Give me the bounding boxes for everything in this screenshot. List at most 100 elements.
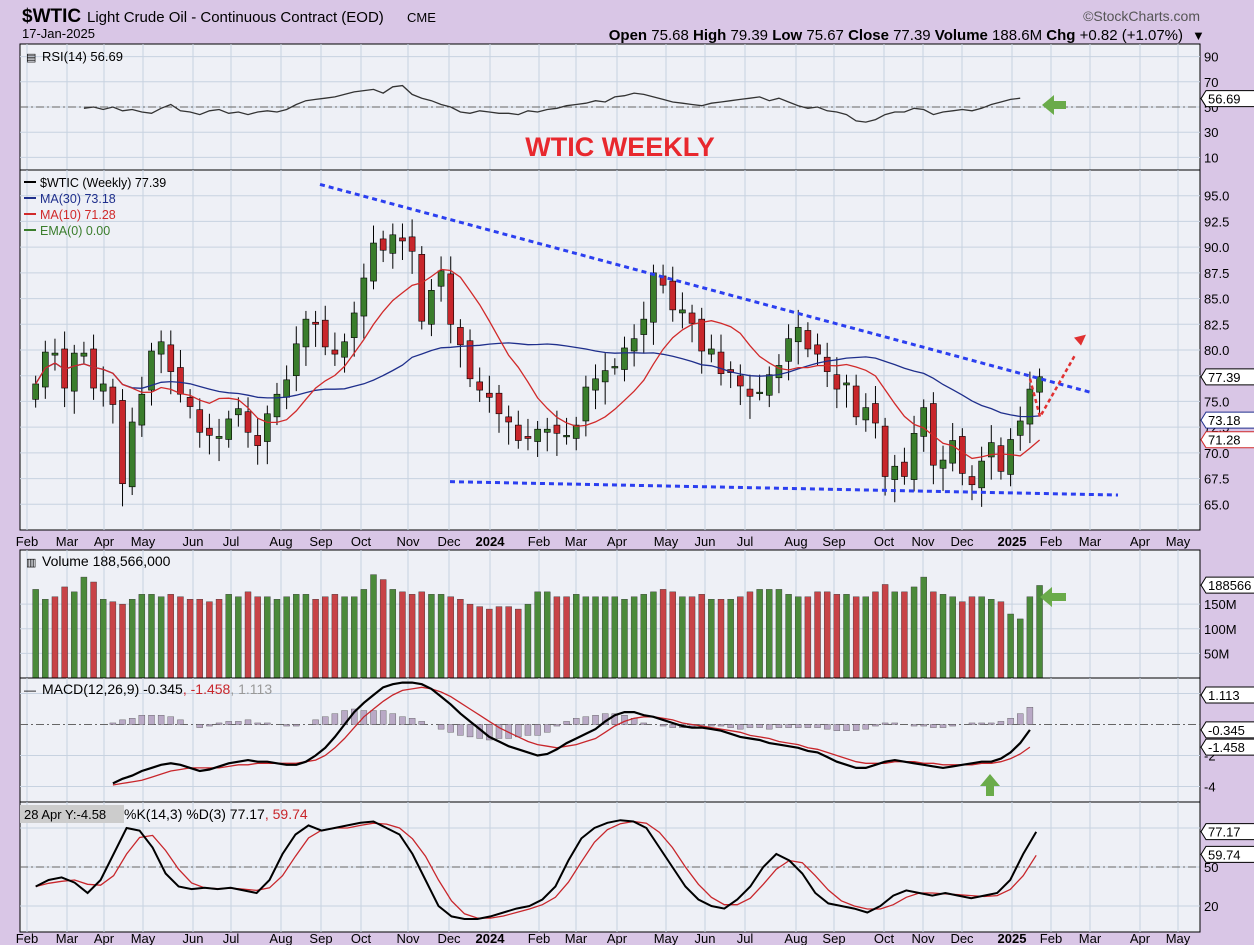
- candle-body: [843, 382, 850, 386]
- volume-bar: [196, 599, 203, 679]
- macd-histogram-bar: [563, 721, 570, 725]
- macd-histogram-bar: [524, 724, 532, 736]
- candle-body: [157, 341, 165, 355]
- volume-bar: [109, 601, 117, 679]
- volume-icon: ▥: [26, 557, 36, 569]
- x-tick-label: Aug: [269, 931, 292, 945]
- macd-histogram-bar: [640, 722, 647, 725]
- macd-histogram-bar: [418, 721, 425, 725]
- cursor-tooltip-box: [20, 805, 124, 823]
- candle-body: [765, 374, 773, 396]
- macd-histogram-bar: [997, 721, 1005, 725]
- x-tick-label: Aug: [784, 534, 807, 549]
- volume-bar: [582, 596, 590, 679]
- x-tick-label: Nov: [911, 931, 935, 945]
- volume-bar: [244, 591, 252, 679]
- candle-body: [196, 409, 204, 433]
- candle-body: [273, 393, 281, 418]
- volume-bar: [90, 581, 97, 679]
- macd-icon: —: [24, 683, 36, 697]
- rsi-title: RSI(14) 56.69: [42, 49, 123, 64]
- quote-value-high: 79.39: [730, 27, 768, 44]
- candle-body: [930, 403, 937, 466]
- volume-bar: [177, 596, 184, 679]
- candle-body: [90, 348, 97, 389]
- volume-bar: [42, 599, 49, 679]
- macd-histogram-bar: [1007, 718, 1014, 725]
- volume-bar: [350, 596, 358, 679]
- x-tick-label: Nov: [911, 534, 935, 549]
- quote-label-volume: Volume: [931, 27, 992, 44]
- candle-body: [997, 445, 1005, 472]
- x-tick-label: 2025: [998, 534, 1027, 549]
- candle-body: [42, 351, 49, 388]
- macd-histogram-bar: [457, 724, 464, 736]
- candle-body: [99, 383, 107, 392]
- quote-value-low: 75.67: [806, 27, 844, 44]
- volume-bar: [505, 606, 512, 679]
- candle-body: [408, 236, 416, 252]
- volume-bar: [804, 596, 812, 679]
- macd-histogram-bar: [978, 722, 985, 725]
- volume-bar: [61, 586, 68, 679]
- candle-body: [244, 411, 252, 433]
- volume-bar: [785, 594, 792, 679]
- candle-body: [437, 270, 445, 287]
- x-tick-label: 2024: [476, 534, 506, 549]
- candle-body: [292, 343, 300, 377]
- candle-body: [775, 365, 783, 379]
- y-tick-label: 87.5: [1204, 266, 1229, 281]
- volume-bar: [119, 603, 126, 679]
- y-tick-label: -4: [1204, 780, 1216, 795]
- x-tick-label: Feb: [1040, 931, 1062, 945]
- candle-body: [814, 344, 821, 355]
- x-tick-label: Feb: [16, 931, 38, 945]
- macd-histogram-bar: [293, 724, 300, 727]
- candle-body: [688, 312, 696, 324]
- macd-histogram-bar: [437, 724, 445, 730]
- candle-body: [901, 461, 908, 477]
- volume-bar: [225, 594, 232, 679]
- x-tick-label: Oct: [351, 534, 372, 549]
- y-tick-label: 82.5: [1204, 317, 1229, 332]
- macd-histogram-bar: [119, 719, 126, 725]
- last-value-tag: [1200, 576, 1254, 594]
- macd-histogram-bar: [1017, 713, 1024, 725]
- macd-histogram-bar: [215, 722, 223, 725]
- volume-bar: [553, 596, 561, 679]
- volume-bar: [32, 589, 39, 679]
- macd-histogram-bar: [486, 724, 493, 741]
- volume-bar: [775, 589, 783, 679]
- candle-body: [852, 385, 860, 418]
- last-value-label: 188566: [1208, 578, 1251, 593]
- volume-bar: [611, 596, 619, 679]
- macd-histogram-bar: [235, 721, 242, 725]
- volume-bar: [968, 596, 976, 679]
- x-tick-label: Sep: [309, 931, 332, 945]
- x-tick-label: Jun: [695, 931, 716, 945]
- x-tick-label: May: [1166, 534, 1191, 549]
- scroll-down-icon[interactable]: ▼: [1192, 28, 1205, 43]
- candle-body: [428, 290, 435, 325]
- volume-bar: [601, 596, 609, 679]
- volume-bar: [1007, 613, 1014, 679]
- y-tick-label: 90: [1204, 50, 1218, 65]
- y-tick-label: 95.0: [1204, 189, 1229, 204]
- candle-body: [32, 383, 39, 400]
- candle-body: [399, 237, 406, 242]
- macd-histogram-bar: [322, 716, 329, 725]
- last-value-tag: [1200, 823, 1254, 841]
- candle-body: [70, 352, 78, 392]
- y-tick-label: 70.0: [1204, 446, 1229, 461]
- macd-histogram-bar: [881, 722, 889, 725]
- macd-histogram-bar: [553, 724, 561, 727]
- green-arrow-up-icon: [980, 774, 1000, 796]
- candle-body: [379, 238, 387, 251]
- macd-histogram-bar: [515, 724, 522, 738]
- x-tick-label: Jul: [737, 931, 754, 945]
- x-tick-label: Jun: [183, 534, 204, 549]
- volume-bar: [524, 603, 532, 679]
- macd-histogram-bar: [196, 724, 203, 728]
- candle-body: [572, 424, 580, 439]
